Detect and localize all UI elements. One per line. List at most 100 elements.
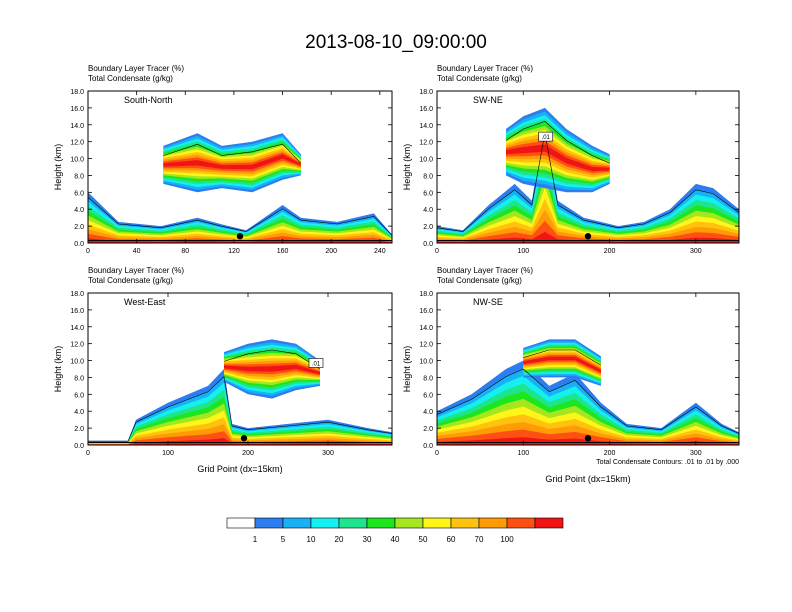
colorbar-swatch	[506, 517, 536, 529]
x-tick-label: 0	[86, 248, 90, 255]
x-tick-label: 0	[435, 450, 439, 457]
y-tick-label: 0.0	[423, 241, 433, 248]
y-tick-label: 14.0	[70, 123, 84, 130]
tracer-layer	[88, 438, 392, 445]
tracer-layer	[88, 238, 392, 243]
colorbar-swatch	[226, 517, 256, 529]
x-axis-label: Grid Point (dx=15km)	[545, 474, 630, 484]
colorbar-swatch	[450, 517, 480, 529]
y-tick-label: 6.0	[423, 392, 433, 399]
y-tick-label: 2.0	[74, 224, 84, 231]
x-tick-label: 80	[181, 248, 189, 255]
annotation-box	[538, 131, 554, 142]
y-tick-label: 2.0	[423, 426, 433, 433]
y-tick-label: 8.0	[423, 173, 433, 180]
x-tick-label: 160	[277, 248, 289, 255]
y-axis-label: Height (km)	[53, 346, 63, 393]
x-tick-label: 100	[517, 450, 529, 457]
panel-label: SW-NE	[473, 95, 503, 105]
colorbar-label: 5	[281, 535, 286, 544]
panel-label: South-North	[124, 95, 173, 105]
tracer-layer	[506, 144, 610, 172]
y-tick-label: 0.0	[423, 443, 433, 450]
x-tick-label: 300	[690, 450, 702, 457]
y-tick-label: 18.0	[70, 291, 84, 298]
colorbar-swatch	[534, 517, 564, 529]
y-tick-label: 12.0	[70, 140, 84, 147]
tracer-layer	[163, 154, 301, 170]
y-tick-label: 10.0	[70, 157, 84, 164]
y-tick-label: 16.0	[419, 308, 433, 315]
location-marker	[236, 233, 244, 240]
contour-annotation: .01	[312, 361, 321, 367]
x-tick-label: 200	[242, 450, 254, 457]
y-tick-label: 0.0	[74, 443, 84, 450]
contour-note: Total Condensate Contours: .01 to .01 by…	[596, 459, 739, 466]
colorbar-swatch	[310, 517, 340, 529]
y-tick-label: 12.0	[419, 342, 433, 349]
y-tick-label: 8.0	[423, 375, 433, 382]
y-axis-label: Height (km)	[402, 144, 412, 191]
panel-subtitle-condensate: Total Condensate (g/kg)	[437, 276, 522, 285]
annotation-box	[308, 358, 324, 368]
panel-subtitle-tracer: Boundary Layer Tracer (%)	[88, 64, 184, 73]
colorbar-label: 20	[335, 535, 344, 544]
y-tick-label: 16.0	[419, 106, 433, 113]
condensate-contour	[523, 349, 602, 366]
location-marker	[240, 435, 248, 442]
contour-annotation: .01	[542, 135, 551, 141]
y-tick-label: 10.0	[419, 157, 433, 164]
y-tick-label: 4.0	[423, 409, 433, 416]
panel-label: West-East	[124, 297, 166, 307]
panel-label: NW-SE	[473, 297, 503, 307]
x-tick-label: 0	[86, 450, 90, 457]
colorbar-label: 100	[500, 535, 514, 544]
condensate-contour	[437, 368, 739, 434]
y-tick-label: 4.0	[74, 207, 84, 214]
x-tick-label: 120	[228, 248, 240, 255]
location-marker	[584, 233, 592, 240]
figure-title: 2013-08-10_09:00:00	[305, 32, 487, 53]
condensate-contour	[223, 349, 321, 370]
x-tick-label: 300	[322, 450, 334, 457]
y-tick-label: 12.0	[419, 140, 433, 147]
colorbar-label: 10	[307, 535, 316, 544]
y-tick-label: 18.0	[419, 291, 433, 298]
y-tick-label: 6.0	[423, 190, 433, 197]
y-tick-label: 2.0	[423, 224, 433, 231]
y-tick-label: 8.0	[74, 375, 84, 382]
y-tick-label: 8.0	[74, 173, 84, 180]
location-marker	[584, 435, 592, 442]
y-tick-label: 14.0	[419, 123, 433, 130]
colorbar-swatch	[478, 517, 508, 529]
y-tick-label: 6.0	[74, 190, 84, 197]
y-axis-label: Height (km)	[402, 346, 412, 393]
x-tick-label: 200	[604, 248, 616, 255]
plot-frame	[87, 90, 393, 244]
y-tick-label: 4.0	[423, 207, 433, 214]
y-tick-label: 4.0	[74, 409, 84, 416]
condensate-contour	[505, 121, 610, 164]
tracer-layer	[523, 356, 601, 373]
panel-subtitle-condensate: Total Condensate (g/kg)	[88, 276, 173, 285]
y-tick-label: 16.0	[70, 106, 84, 113]
x-tick-label: 100	[162, 450, 174, 457]
tracer-layer	[163, 152, 301, 172]
y-tick-label: 10.0	[419, 359, 433, 366]
y-tick-label: 18.0	[419, 89, 433, 96]
y-tick-label: 18.0	[70, 89, 84, 96]
y-tick-label: 16.0	[70, 308, 84, 315]
tracer-layer	[437, 220, 739, 243]
plot-frame	[436, 90, 740, 244]
condensate-contour	[437, 132, 739, 232]
colorbar-label: 60	[447, 535, 456, 544]
y-tick-label: 12.0	[70, 342, 84, 349]
colorbar-swatch	[282, 517, 312, 529]
colorbar-label: 50	[419, 535, 428, 544]
panel-subtitle-tracer: Boundary Layer Tracer (%)	[437, 266, 533, 275]
colorbar: 1 5 10 20 30 40 50 60 70 100	[226, 517, 564, 544]
panel-2: 0.0 2.0 4.0 6.0 8.0 10.0 12.0 14.0 16.0 18.0 0 100 2…	[402, 64, 740, 255]
colorbar-swatch	[422, 517, 452, 529]
colorbar-label: 1	[253, 535, 258, 544]
